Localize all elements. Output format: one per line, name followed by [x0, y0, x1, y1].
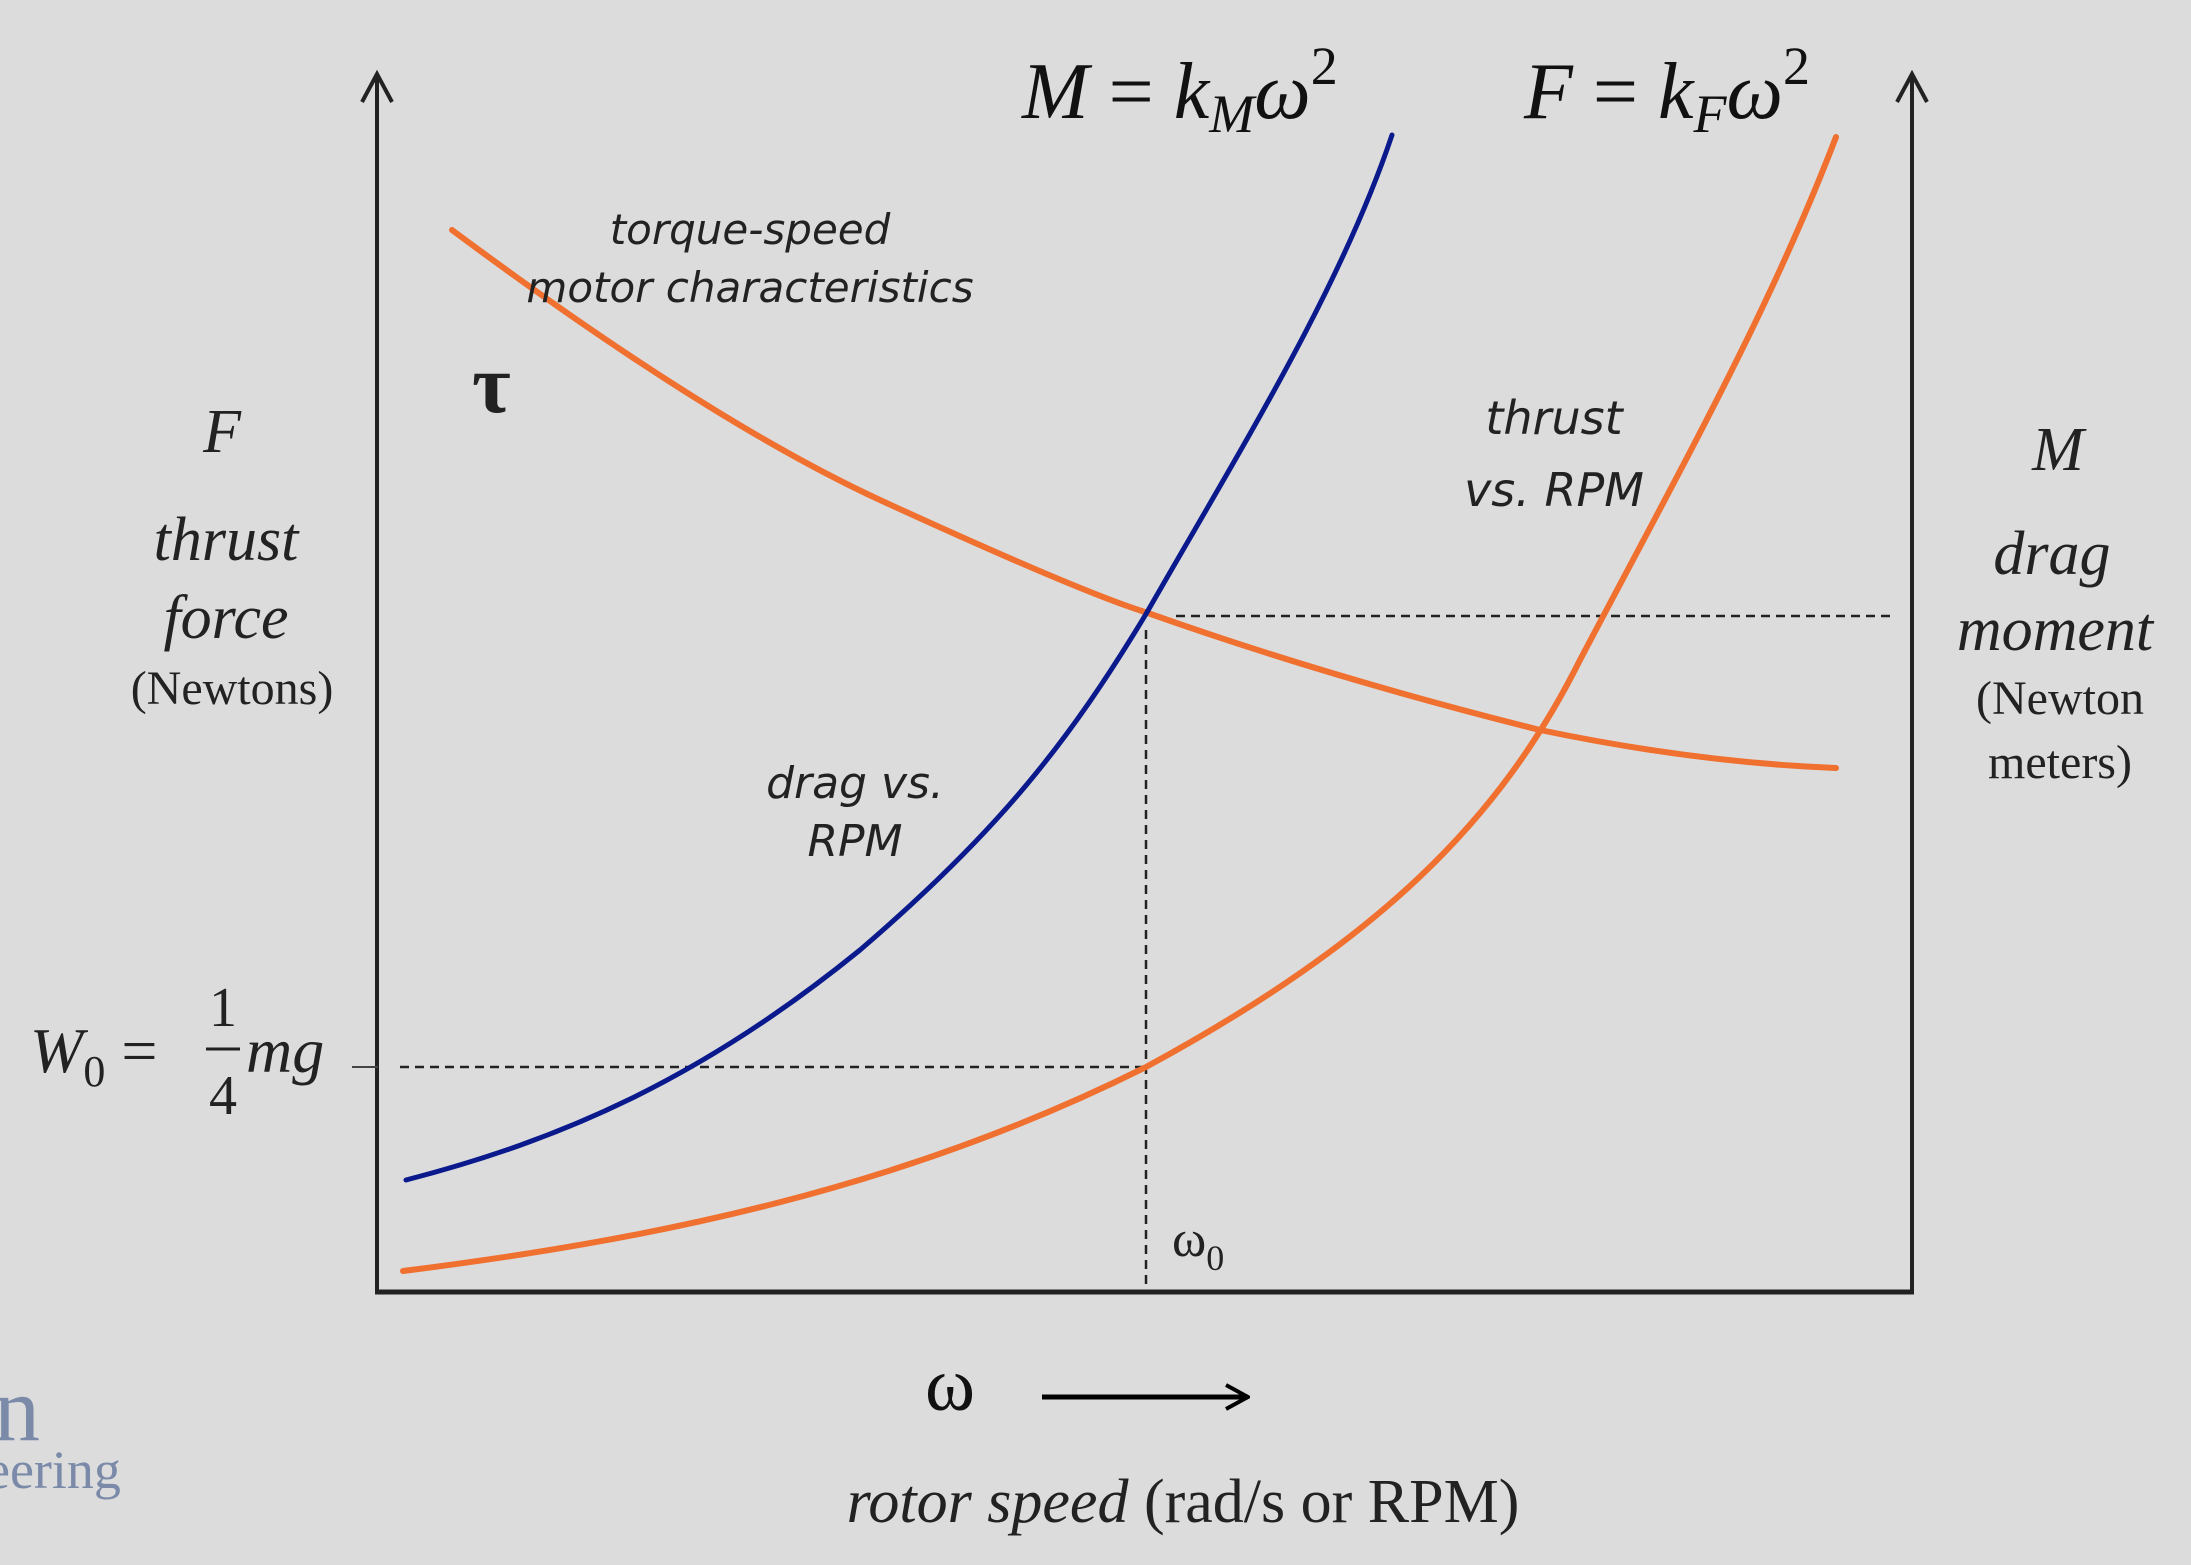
logo-fragment-line1: n: [0, 1358, 40, 1460]
moment-equation: M = kMω2: [1021, 36, 1338, 144]
weight-label: W0 = 1 4 mg: [30, 977, 324, 1127]
weight-fraction-numerator: 1: [209, 977, 237, 1039]
torque-annotation-line2: motor characteristics: [526, 263, 973, 312]
left-axis-label-line1: thrust: [154, 506, 300, 574]
torque-annotation-line1: torque-speed: [610, 205, 891, 254]
weight-mg: mg: [246, 1015, 324, 1086]
logo-fragment-line2: eering: [0, 1440, 121, 1500]
drag-vs-rpm-curve: [403, 132, 1395, 1183]
x-axis-label: rotor speed (rad/s or RPM): [847, 1468, 1520, 1536]
omega0-label: ω0: [1172, 1211, 1224, 1278]
drag-annotation-line1: drag vs.: [766, 758, 944, 809]
weight-fraction-denominator: 4: [209, 1065, 237, 1127]
tau-label: τ: [472, 338, 511, 431]
right-axis-label-line1: drag: [1993, 520, 2110, 588]
right-axis-unit-line2: meters): [1988, 736, 2132, 789]
x-axis-symbol: ω: [925, 1343, 975, 1427]
drag-annotation-line2: RPM: [807, 816, 902, 867]
right-axis-symbol: M: [2031, 416, 2087, 484]
left-axis-unit: (Newtons): [131, 662, 334, 715]
left-axis-label-line2: force: [163, 584, 288, 652]
svg-text:W0 =: W0 =: [30, 1015, 157, 1096]
right-axis-label-line2: moment: [1957, 596, 2155, 664]
right-axis-arrow-icon: [1895, 69, 1929, 103]
right-axis-unit-line1: (Newton: [1976, 672, 2144, 725]
thrust-annotation-line2: vs. RPM: [1464, 463, 1644, 517]
left-axis-symbol: F: [202, 398, 242, 466]
force-equation: F = kFω2: [1523, 36, 1810, 144]
left-axis-arrow-icon: [360, 69, 394, 103]
thrust-annotation-line1: thrust: [1485, 391, 1624, 445]
thrust-vs-rpm-curve: [400, 134, 1839, 1274]
